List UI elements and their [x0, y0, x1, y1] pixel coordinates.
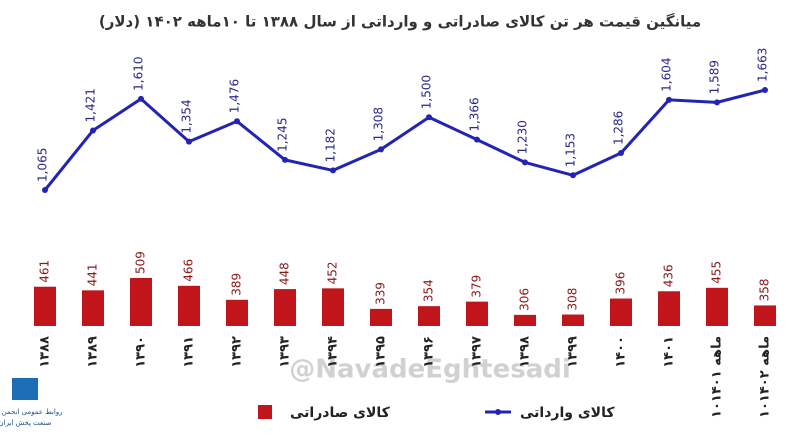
point	[90, 127, 96, 134]
data-label: 306	[518, 288, 532, 311]
data-label: 389	[230, 273, 244, 296]
x-tick-label: ۱۰ماهه ۱۴۰۱	[710, 336, 725, 418]
bar	[34, 286, 56, 326]
data-label: 1,286	[612, 111, 626, 145]
data-label: 466	[182, 259, 196, 282]
legend-swatch	[258, 405, 272, 419]
point	[426, 114, 432, 121]
data-label: 1,354	[180, 99, 194, 133]
point	[330, 167, 336, 174]
point	[522, 159, 528, 166]
data-label: 379	[470, 275, 484, 298]
point	[378, 146, 384, 153]
x-tick-label: ۱۳۹۴	[326, 336, 341, 368]
data-label: 1,065	[36, 148, 50, 182]
data-label: 1,421	[84, 88, 98, 122]
point	[282, 156, 288, 163]
x-tick-label: ۱۳۹۱	[182, 336, 197, 368]
point	[234, 118, 240, 125]
data-label: 1,245	[276, 118, 290, 152]
data-label: 455	[710, 261, 724, 284]
data-label: 354	[422, 279, 436, 302]
bar	[370, 308, 392, 326]
legend-label: کالای وارداتی	[520, 405, 615, 421]
bar	[226, 299, 248, 326]
bar	[466, 301, 488, 326]
data-label: 358	[758, 279, 772, 302]
data-label: 339	[374, 282, 388, 305]
legend-swatch	[495, 409, 501, 415]
point	[714, 99, 720, 106]
data-label: 1,308	[372, 107, 386, 141]
x-tick-label: ۱۳۹۰	[134, 336, 149, 368]
data-label: 308	[566, 288, 580, 311]
x-tick-label: ۱۳۹۹	[566, 336, 581, 368]
x-tick-label: ۱۳۸۹	[86, 336, 101, 368]
data-label: 1,610	[132, 57, 146, 91]
data-label: 1,604	[660, 58, 674, 92]
x-tick-label: ۱۳۹۳	[278, 336, 293, 368]
bar	[178, 285, 200, 326]
data-label: 461	[38, 260, 52, 283]
point	[666, 96, 672, 103]
watermark: @NavadeEghtesadi	[289, 355, 571, 385]
data-label: 1,589	[708, 60, 722, 94]
bar	[274, 289, 296, 326]
point	[186, 138, 192, 145]
data-label: 1,182	[324, 128, 338, 162]
data-label: 1,153	[564, 133, 578, 167]
logo-text: روابط عمومی انجمن ملی	[0, 408, 63, 416]
data-label: 1,366	[468, 97, 482, 131]
bar	[82, 290, 104, 326]
x-tick-label: ۱۴۰۰	[614, 336, 629, 368]
data-label: 509	[134, 251, 148, 274]
data-label: 1,230	[516, 120, 530, 154]
data-label: 1,500	[420, 75, 434, 109]
x-tick-label: ۱۳۹۶	[422, 336, 437, 368]
x-tick-label: ۱۴۰۱	[662, 336, 677, 368]
x-tick-label: ۱۰ماهه ۱۴۰۲	[758, 336, 773, 418]
line	[43, 88, 766, 191]
point	[618, 150, 624, 157]
x-tick-label: ۱۳۹۲	[230, 336, 245, 368]
x-tick-label: ۱۳۹۵	[374, 336, 389, 368]
x-tick-label: ۱۳۸۸	[38, 336, 53, 368]
data-label: 396	[614, 272, 628, 295]
data-label: 1,476	[228, 79, 242, 113]
chart-title: میانگین قیمت هر تن کالای صادراتی و واردا…	[99, 13, 701, 31]
legend-label: کالای صادراتی	[290, 405, 391, 421]
bar	[562, 314, 584, 326]
data-label: 452	[326, 261, 340, 284]
bar	[322, 288, 344, 326]
point	[42, 187, 48, 193]
data-label: 441	[86, 263, 100, 286]
point	[762, 87, 768, 93]
point	[570, 172, 576, 179]
bar	[130, 278, 152, 326]
x-tick-label: ۱۳۹۷	[470, 336, 485, 368]
bar	[754, 305, 776, 326]
logo-text: صنعت پخش ایران	[0, 419, 52, 427]
logo-icon	[12, 378, 38, 400]
bar	[706, 287, 728, 326]
point	[474, 136, 480, 143]
bar	[514, 314, 536, 326]
bar	[418, 306, 440, 326]
data-label: 436	[662, 264, 676, 287]
x-tick-label: ۱۳۹۸	[518, 336, 533, 368]
data-label: 1,663	[756, 48, 770, 82]
data-label: 448	[278, 262, 292, 285]
point	[138, 95, 144, 102]
bar	[658, 291, 680, 326]
bar	[610, 298, 632, 326]
